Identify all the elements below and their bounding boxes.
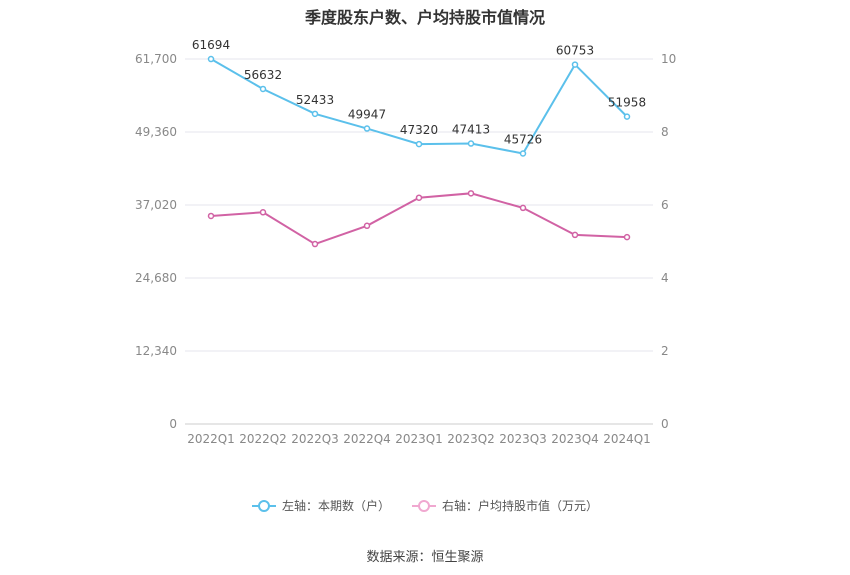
data-point-avg-value (259, 209, 267, 216)
legend-swatch-avg-value (412, 499, 436, 513)
data-label: 47413 (452, 123, 490, 137)
x-axis-tick-label: 2023Q4 (551, 432, 599, 446)
data-label: 52433 (296, 93, 334, 107)
data-point-households (571, 61, 579, 68)
legend-item-avg-value[interactable]: 右轴：户均持股市值（万元） (412, 497, 598, 514)
x-axis-tick-label: 2022Q4 (343, 432, 391, 446)
right-axis-tick-label: 2 (661, 344, 669, 358)
data-point-households (467, 140, 475, 147)
legend-item-households[interactable]: 左轴：本期数（户） (251, 497, 390, 514)
legend-label-households: 左轴：本期数（户） (281, 499, 390, 513)
x-axis-tick-label: 2023Q3 (499, 432, 547, 446)
data-point-avg-value (519, 204, 527, 212)
data-label: 51958 (608, 96, 646, 110)
data-label: 47320 (400, 123, 438, 137)
data-point-avg-value (415, 194, 423, 201)
data-point-households (207, 55, 215, 63)
legend-label-avg-value: 右轴：户均持股市值（万元） (442, 499, 599, 513)
left-axis-tick-label: 0 (169, 417, 177, 431)
data-label: 49947 (348, 108, 386, 122)
right-axis-tick-label: 0 (661, 417, 669, 431)
left-axis-tick-label: 37,020 (135, 198, 177, 212)
x-axis-tick-label: 2022Q3 (291, 432, 339, 446)
data-label: 56632 (244, 68, 282, 82)
data-point-households (311, 110, 319, 118)
left-axis-tick-label: 49,360 (135, 125, 177, 139)
x-axis-tick-label: 2022Q1 (187, 432, 235, 446)
data-point-households (519, 150, 527, 157)
data-source: 数据来源：恒生聚源 (366, 550, 484, 565)
left-axis-tick-label: 12,340 (135, 344, 177, 358)
data-point-avg-value (467, 190, 475, 197)
x-axis-tick-label: 2023Q2 (447, 432, 495, 446)
data-point-households (363, 125, 371, 132)
data-point-avg-value (311, 240, 319, 248)
legend-swatch-households (251, 499, 276, 513)
data-point-avg-value (207, 212, 215, 220)
data-label: 45726 (504, 132, 542, 146)
data-label: 61694 (192, 38, 230, 52)
data-point-avg-value (363, 222, 371, 230)
data-point-avg-value (571, 231, 579, 239)
data-label: 60753 (556, 44, 594, 58)
data-point-households (259, 85, 267, 93)
data-point-households (623, 113, 631, 120)
right-axis-tick-label: 10 (661, 52, 676, 66)
right-axis-tick-label: 6 (661, 198, 669, 212)
x-axis-tick-label: 2024Q1 (603, 432, 651, 446)
chart-title: 季度股东户数、户均持股市值情况 (304, 8, 545, 27)
left-axis-tick-label: 24,680 (135, 271, 177, 285)
right-axis-tick-label: 8 (661, 125, 669, 139)
data-point-avg-value (623, 233, 631, 241)
x-axis-tick-label: 2023Q1 (395, 432, 443, 446)
x-axis-tick-label: 2022Q2 (239, 432, 287, 446)
chart-legend: 左轴：本期数（户） 右轴：户均持股市值（万元） (0, 497, 850, 514)
left-axis-tick-label: 61,700 (135, 52, 177, 66)
data-point-households (415, 140, 423, 148)
right-axis-tick-label: 4 (661, 271, 669, 285)
